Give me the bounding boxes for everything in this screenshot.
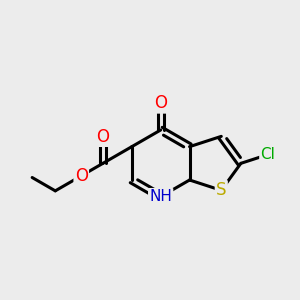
Text: S: S — [216, 181, 226, 199]
Text: NH: NH — [149, 189, 172, 204]
Text: O: O — [96, 128, 110, 146]
Text: Cl: Cl — [260, 147, 275, 162]
Text: O: O — [75, 167, 88, 185]
Text: O: O — [154, 94, 167, 112]
